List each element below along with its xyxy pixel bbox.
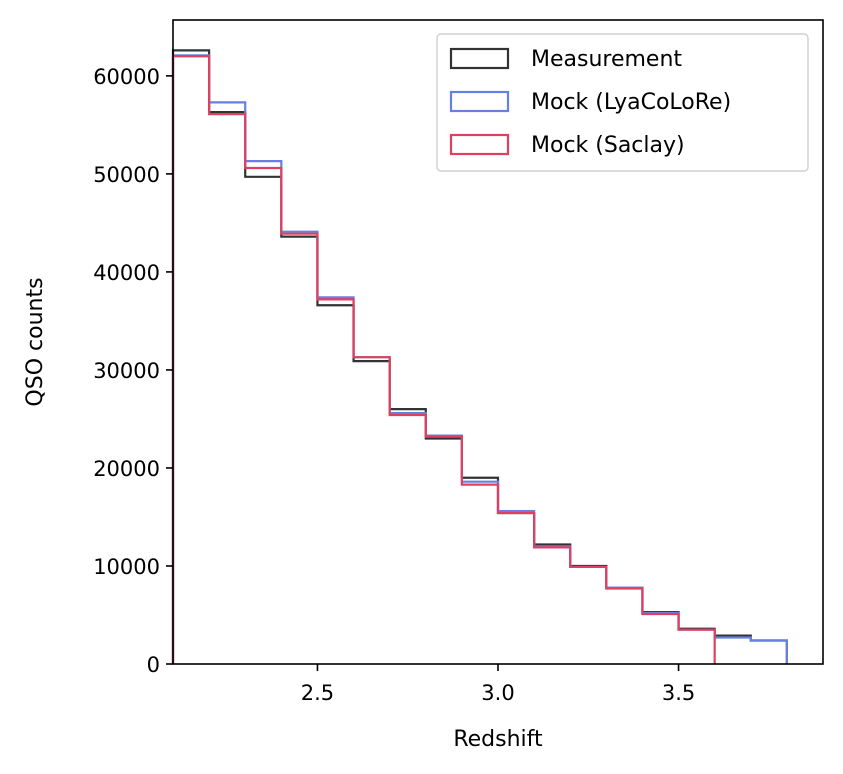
y-tick-label: 60000 bbox=[93, 65, 160, 89]
y-tick-label: 40000 bbox=[93, 261, 160, 285]
series-layer bbox=[171, 49, 788, 664]
y-tick-label: 20000 bbox=[93, 457, 160, 481]
y-tick-label: 0 bbox=[147, 653, 160, 677]
legend: Measurement Mock (LyaCoLoRe) Mock (Saclay) bbox=[436, 33, 809, 172]
x-tick-label: 2.5 bbox=[301, 681, 334, 705]
x-tick-label: 3.0 bbox=[481, 681, 514, 705]
legend-label: Mock (Saclay) bbox=[531, 133, 685, 158]
legend-swatch bbox=[449, 133, 510, 156]
legend-swatch bbox=[449, 47, 510, 70]
legend-label: Measurement bbox=[531, 47, 682, 72]
y-tick-label: 30000 bbox=[93, 359, 160, 383]
y-tick-label: 10000 bbox=[93, 555, 160, 579]
y-axis-ticks: 0 10000 20000 30000 40000 50000 60000 bbox=[93, 65, 173, 677]
series-line-mock-saclay bbox=[171, 55, 716, 664]
legend-label: Mock (LyaCoLoRe) bbox=[531, 90, 731, 115]
x-axis-label: Redshift bbox=[453, 727, 543, 752]
x-axis-ticks: 2.5 3.0 3.5 bbox=[301, 664, 695, 705]
x-tick-label: 3.5 bbox=[662, 681, 695, 705]
legend-swatch bbox=[449, 90, 510, 113]
y-tick-label: 50000 bbox=[93, 163, 160, 187]
y-axis-label: QSO counts bbox=[23, 277, 48, 406]
legend-box bbox=[436, 33, 809, 172]
